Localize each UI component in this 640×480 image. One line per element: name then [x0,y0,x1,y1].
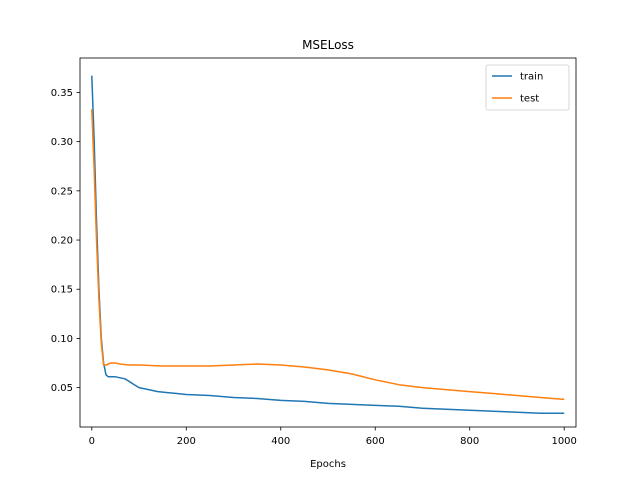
x-tick-label: 400 [271,436,290,447]
y-tick-label: 0.35 [51,88,73,99]
legend: train test [485,64,570,111]
x-axis-label: Epochs [310,459,346,470]
legend-label-test: test [520,94,539,105]
x-axis: 0 200 400 600 800 1000 [89,427,577,447]
x-tick-label: 600 [366,436,385,447]
x-tick-label: 800 [460,436,479,447]
plot-series [91,75,565,414]
series-line-test [91,109,565,401]
x-tick-label: 0 [89,436,95,447]
y-tick-label: 0.05 [51,383,73,394]
y-axis: 0.05 0.10 0.15 0.20 0.25 0.30 0.35 [51,88,80,394]
series-line-train [91,75,565,414]
y-tick-label: 0.25 [51,186,73,197]
x-tick-label: 1000 [551,436,576,447]
y-tick-label: 0.10 [51,334,73,345]
y-tick-label: 0.15 [51,285,73,296]
plot-frame [79,57,577,428]
y-tick-label: 0.20 [51,236,73,247]
chart-title: MSELoss [302,38,354,52]
x-tick-label: 200 [177,436,196,447]
legend-label-train: train [520,72,543,83]
y-tick-label: 0.30 [51,137,73,148]
